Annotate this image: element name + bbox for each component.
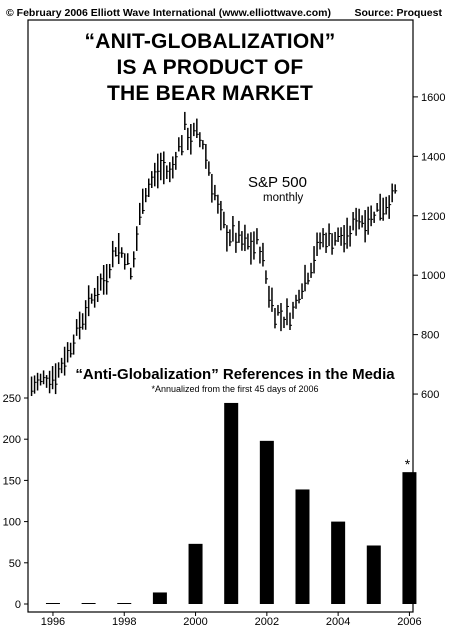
media-bar-2004 <box>331 521 346 604</box>
sp-y-tick-label: 1400 <box>421 151 445 163</box>
bar-y-tick-label: 0 <box>15 599 21 611</box>
x-tick-label: 1996 <box>41 616 65 627</box>
sp500-series-label: S&P 500 <box>248 174 307 191</box>
sp500-series-sublabel: monthly <box>263 192 304 204</box>
bar-y-tick-label: 250 <box>3 393 21 405</box>
sp-y-tick-label: 1600 <box>421 92 445 104</box>
chart-title-line-3: THE BEAR MARKET <box>107 82 313 105</box>
bar-y-tick-label: 50 <box>9 558 21 570</box>
chart-title-line-2: IS A PRODUCT OF <box>116 56 304 79</box>
bar-annotation-asterisk: * <box>405 456 411 472</box>
sp-y-tick-label: 1200 <box>421 211 445 223</box>
x-tick-label: 2006 <box>397 616 421 627</box>
plot-frame <box>27 19 414 613</box>
media-bar-2005 <box>366 545 381 604</box>
x-tick-label: 2000 <box>183 616 207 627</box>
media-bar-2006 <box>402 472 417 604</box>
bar-y-tick-label: 150 <box>3 475 21 487</box>
media-bar-2003 <box>295 489 310 604</box>
media-bar-2001 <box>224 402 239 604</box>
bar-y-tick-label: 100 <box>3 517 21 529</box>
media-bar-1999 <box>152 592 167 604</box>
media-bar-1997 <box>81 603 96 604</box>
media-bar-2000 <box>188 543 203 604</box>
x-tick-label: 2004 <box>326 616 350 627</box>
media-bar-1998 <box>117 603 132 604</box>
copyright-text: © February 2006 Elliott Wave Internation… <box>6 7 331 19</box>
media-chart-note: *Annualized from the first 45 days of 20… <box>151 384 319 394</box>
sp-y-tick-label: 800 <box>421 330 439 342</box>
x-tick-label: 1998 <box>112 616 136 627</box>
x-tick-label: 2002 <box>255 616 279 627</box>
sp-y-tick-label: 1000 <box>421 270 445 282</box>
media-bar-2002 <box>259 440 274 604</box>
bar-y-tick-label: 200 <box>3 434 21 446</box>
media-bar-1996 <box>45 603 60 604</box>
chart-title-line-1: “ANIT-GLOBALIZATION” <box>84 30 336 53</box>
source-text: Source: Proquest <box>354 7 442 19</box>
sp-y-tick-label: 600 <box>421 389 439 401</box>
media-chart-title: “Anti-Globalization” References in the M… <box>75 366 395 383</box>
